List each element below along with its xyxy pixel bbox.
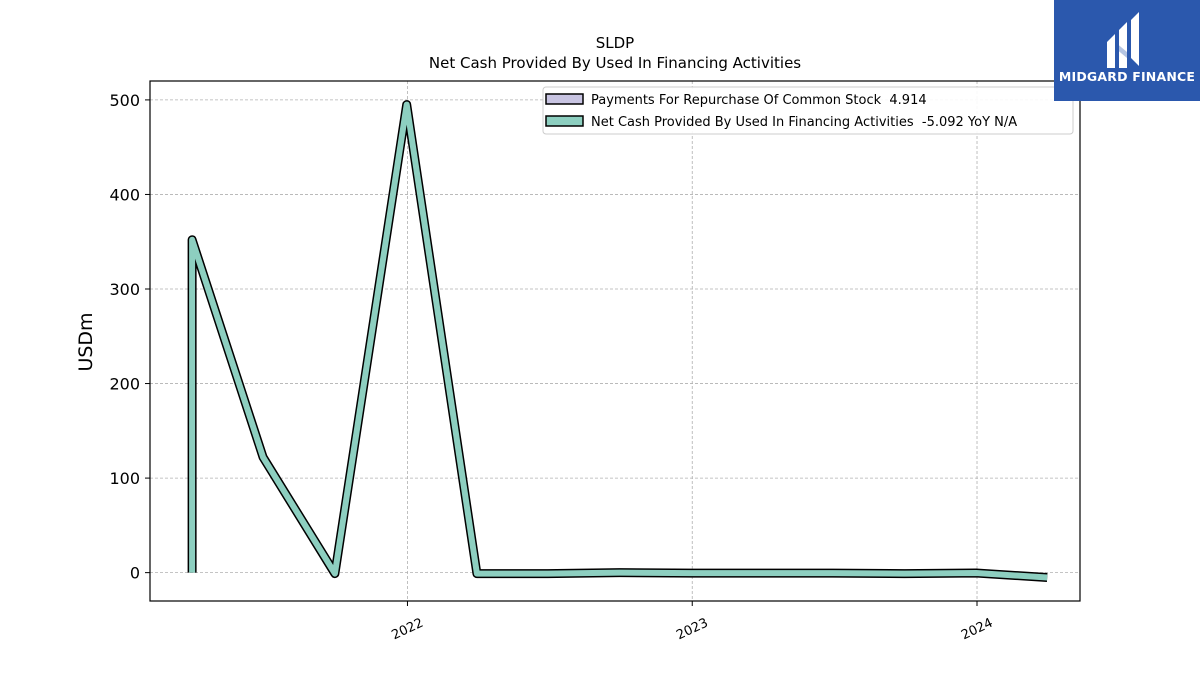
grid [150,81,1080,601]
y-tick-label: 200 [109,375,140,394]
y-axis-label: USDm [75,312,97,371]
x-axis: 2022 2023 2024 [390,601,995,644]
chart-subtitle: Net Cash Provided By Used In Financing A… [429,54,801,72]
y-axis: 0 100 200 300 400 500 [109,91,150,583]
brand-logo: MIDGARD FINANCE [1054,0,1200,101]
chart-title: SLDP [596,34,634,52]
series-line-financing [189,101,1048,581]
legend-box [542,86,1074,135]
logo-mark-icon [1107,12,1139,68]
logo-text: MIDGARD FINANCE [1058,69,1196,84]
y-tick-label: 100 [109,469,140,488]
x-tick-label: 2023 [674,616,710,644]
legend-label-financing: Net Cash Provided By Used In Financing A… [591,115,1017,130]
series-layer [187,100,1048,582]
legend-swatch-financing [545,115,584,127]
y-tick-label: 500 [109,91,140,110]
legend-label-repurchase: Payments For Repurchase Of Common Stock … [591,93,927,108]
legend[interactable]: Payments For Repurchase Of Common Stock … [542,86,1074,135]
legend-swatch-repurchase [545,93,584,105]
series-outline [187,100,1048,582]
y-tick-label: 0 [130,564,140,583]
x-tick-label: 2022 [390,616,426,644]
x-tick-label: 2024 [959,616,995,644]
y-tick-label: 400 [109,185,140,204]
y-tick-label: 300 [109,280,140,299]
plot-frame [149,80,1081,602]
